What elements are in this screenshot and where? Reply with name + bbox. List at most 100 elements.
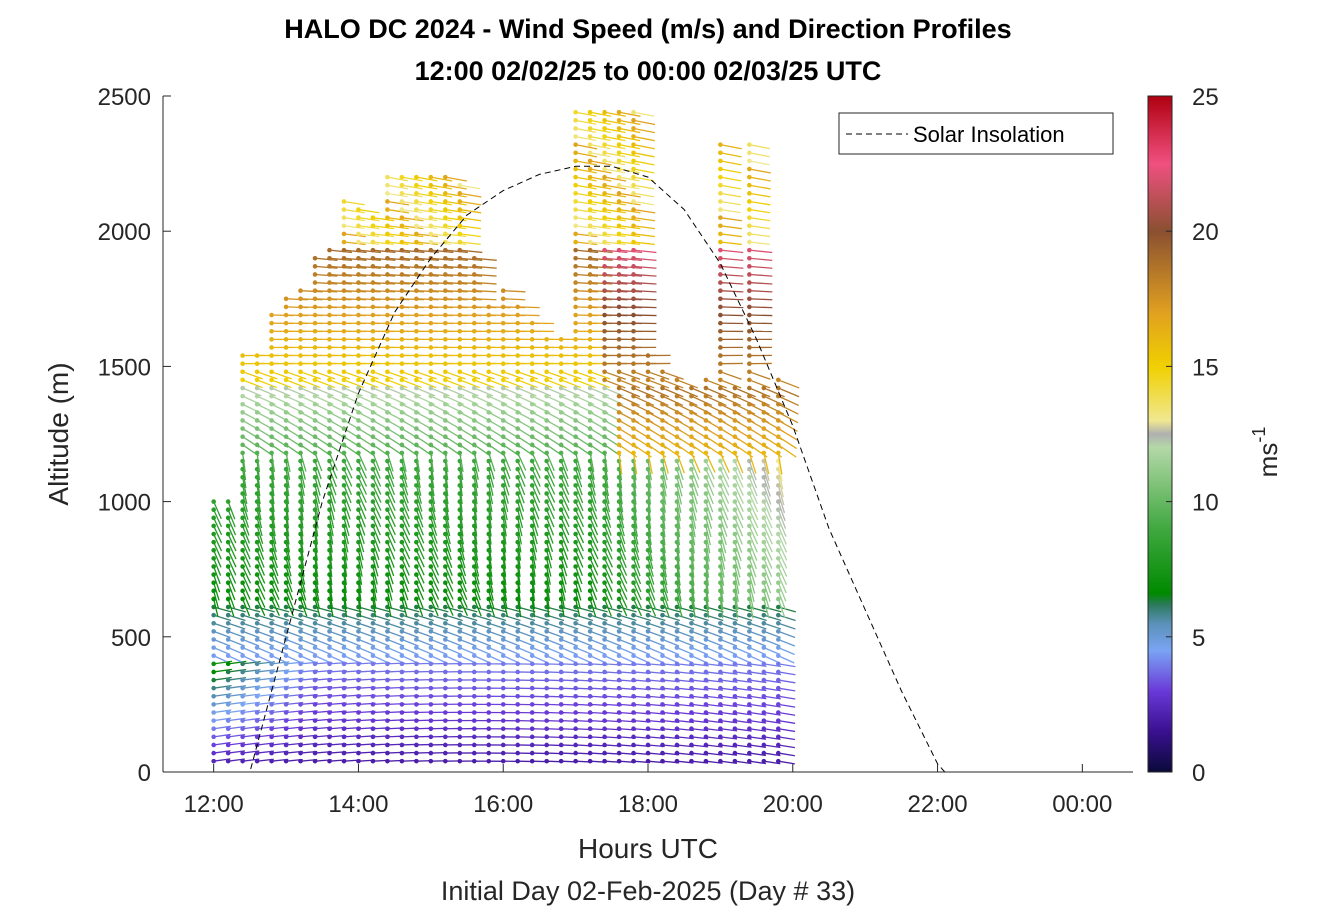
wind-barb-head [443, 685, 448, 691]
wind-barb-shaft [358, 281, 381, 285]
wind-barb-head [414, 207, 419, 212]
wind-barb-head [500, 320, 506, 326]
wind-barb-shaft [343, 249, 367, 254]
wind-barb-shaft [213, 574, 221, 593]
wind-barb-shaft [242, 566, 252, 584]
wind-barb-shaft [285, 655, 303, 664]
wind-barb [211, 620, 231, 630]
wind-barb-shaft [242, 638, 260, 647]
wind-barb-head [385, 199, 390, 204]
wind-barb-shaft [285, 525, 290, 545]
wind-barb-head [443, 410, 448, 415]
wind-barb-head [385, 337, 390, 342]
wind-barb [283, 572, 293, 593]
wind-barb-head [385, 345, 390, 350]
wind-barb-head [399, 556, 405, 561]
wind-barb-head [385, 523, 390, 529]
wind-barb [269, 596, 280, 616]
wind-barb-head [370, 483, 376, 488]
wind-barb-head [341, 629, 347, 634]
wind-barb-head [486, 345, 492, 350]
wind-barb-shaft [329, 257, 353, 261]
wind-barb-shaft [372, 460, 381, 479]
wind-barb-head [428, 572, 434, 577]
wind-barb [399, 377, 422, 389]
wind-barb-head [573, 345, 578, 350]
wind-barb-head [428, 726, 434, 732]
wind-barb-head [356, 247, 361, 253]
wind-barb-head [443, 223, 448, 229]
wind-barb-shaft [314, 379, 336, 389]
wind-barb-head [544, 474, 549, 480]
wind-barb-head [471, 418, 477, 423]
wind-barb-shaft [256, 452, 261, 473]
wind-barb [341, 239, 366, 246]
wind-barb-head [544, 750, 549, 756]
wind-barb-head [327, 458, 332, 464]
wind-barb-head [558, 718, 564, 723]
wind-barb [283, 612, 304, 622]
wind-barb [414, 596, 424, 617]
wind-barb-head [457, 369, 463, 375]
wind-barb-head [443, 361, 448, 366]
wind-barb-head [428, 328, 434, 334]
wind-barb [254, 547, 265, 568]
wind-barb-head [211, 718, 216, 723]
wind-barb-head [573, 207, 578, 212]
wind-barb-shaft [300, 379, 321, 389]
wind-barb [283, 377, 307, 389]
wind-barb [399, 572, 409, 593]
wind-barb-head [500, 726, 506, 732]
wind-barb-head [587, 556, 593, 561]
wind-barb-head [356, 645, 361, 650]
wind-barb-head [356, 280, 361, 285]
wind-barb-head [587, 685, 593, 691]
wind-barb-head [211, 547, 216, 553]
wind-barb-head [269, 361, 274, 366]
wind-barb-head [385, 247, 390, 253]
wind-barb-head [471, 450, 477, 456]
wind-barb [399, 182, 423, 190]
wind-barb-head [370, 337, 376, 342]
wind-barb-head [370, 434, 376, 440]
wind-barb-head [356, 369, 361, 375]
wind-barb-head [283, 304, 289, 310]
wind-barb-head [341, 345, 347, 350]
wind-barb [399, 280, 425, 285]
wind-barb-head [529, 385, 535, 391]
wind-barb-head [529, 685, 535, 691]
wind-barb-head [225, 758, 231, 764]
wind-barb-shaft [401, 257, 425, 261]
wind-barb [341, 272, 367, 277]
wind-barb-shaft [256, 558, 266, 576]
wind-barb-head [385, 393, 390, 399]
wind-barb-head [399, 272, 405, 277]
wind-barb-head [544, 702, 549, 707]
wind-barb [414, 556, 425, 576]
wind-barb-head [211, 693, 216, 699]
wind-barb-head [356, 361, 361, 366]
wind-barb-head [225, 726, 231, 732]
wind-barb [211, 499, 222, 520]
wind-barb-head [515, 483, 521, 488]
wind-barb-shaft [242, 582, 251, 600]
wind-barb-head [486, 434, 492, 440]
wind-barb-head [399, 596, 405, 602]
wind-barb [341, 507, 351, 528]
wind-barb-head [269, 669, 274, 675]
wind-barb-head [385, 304, 390, 310]
wind-barb-head [558, 353, 564, 358]
wind-barb-shaft [415, 469, 421, 488]
wind-barb-head [428, 174, 434, 180]
wind-barb-head [254, 718, 260, 723]
wind-barb-head [399, 434, 405, 440]
wind-barb-head [471, 393, 477, 399]
wind-barb-shaft [358, 647, 375, 656]
wind-barb-head [457, 215, 463, 220]
wind-barb-head [486, 726, 492, 732]
wind-barb-head [573, 377, 578, 383]
wind-barb-head [254, 369, 260, 375]
wind-barb-head [529, 410, 535, 415]
wind-barb-shaft [357, 468, 368, 487]
wind-barb-head [399, 693, 405, 699]
